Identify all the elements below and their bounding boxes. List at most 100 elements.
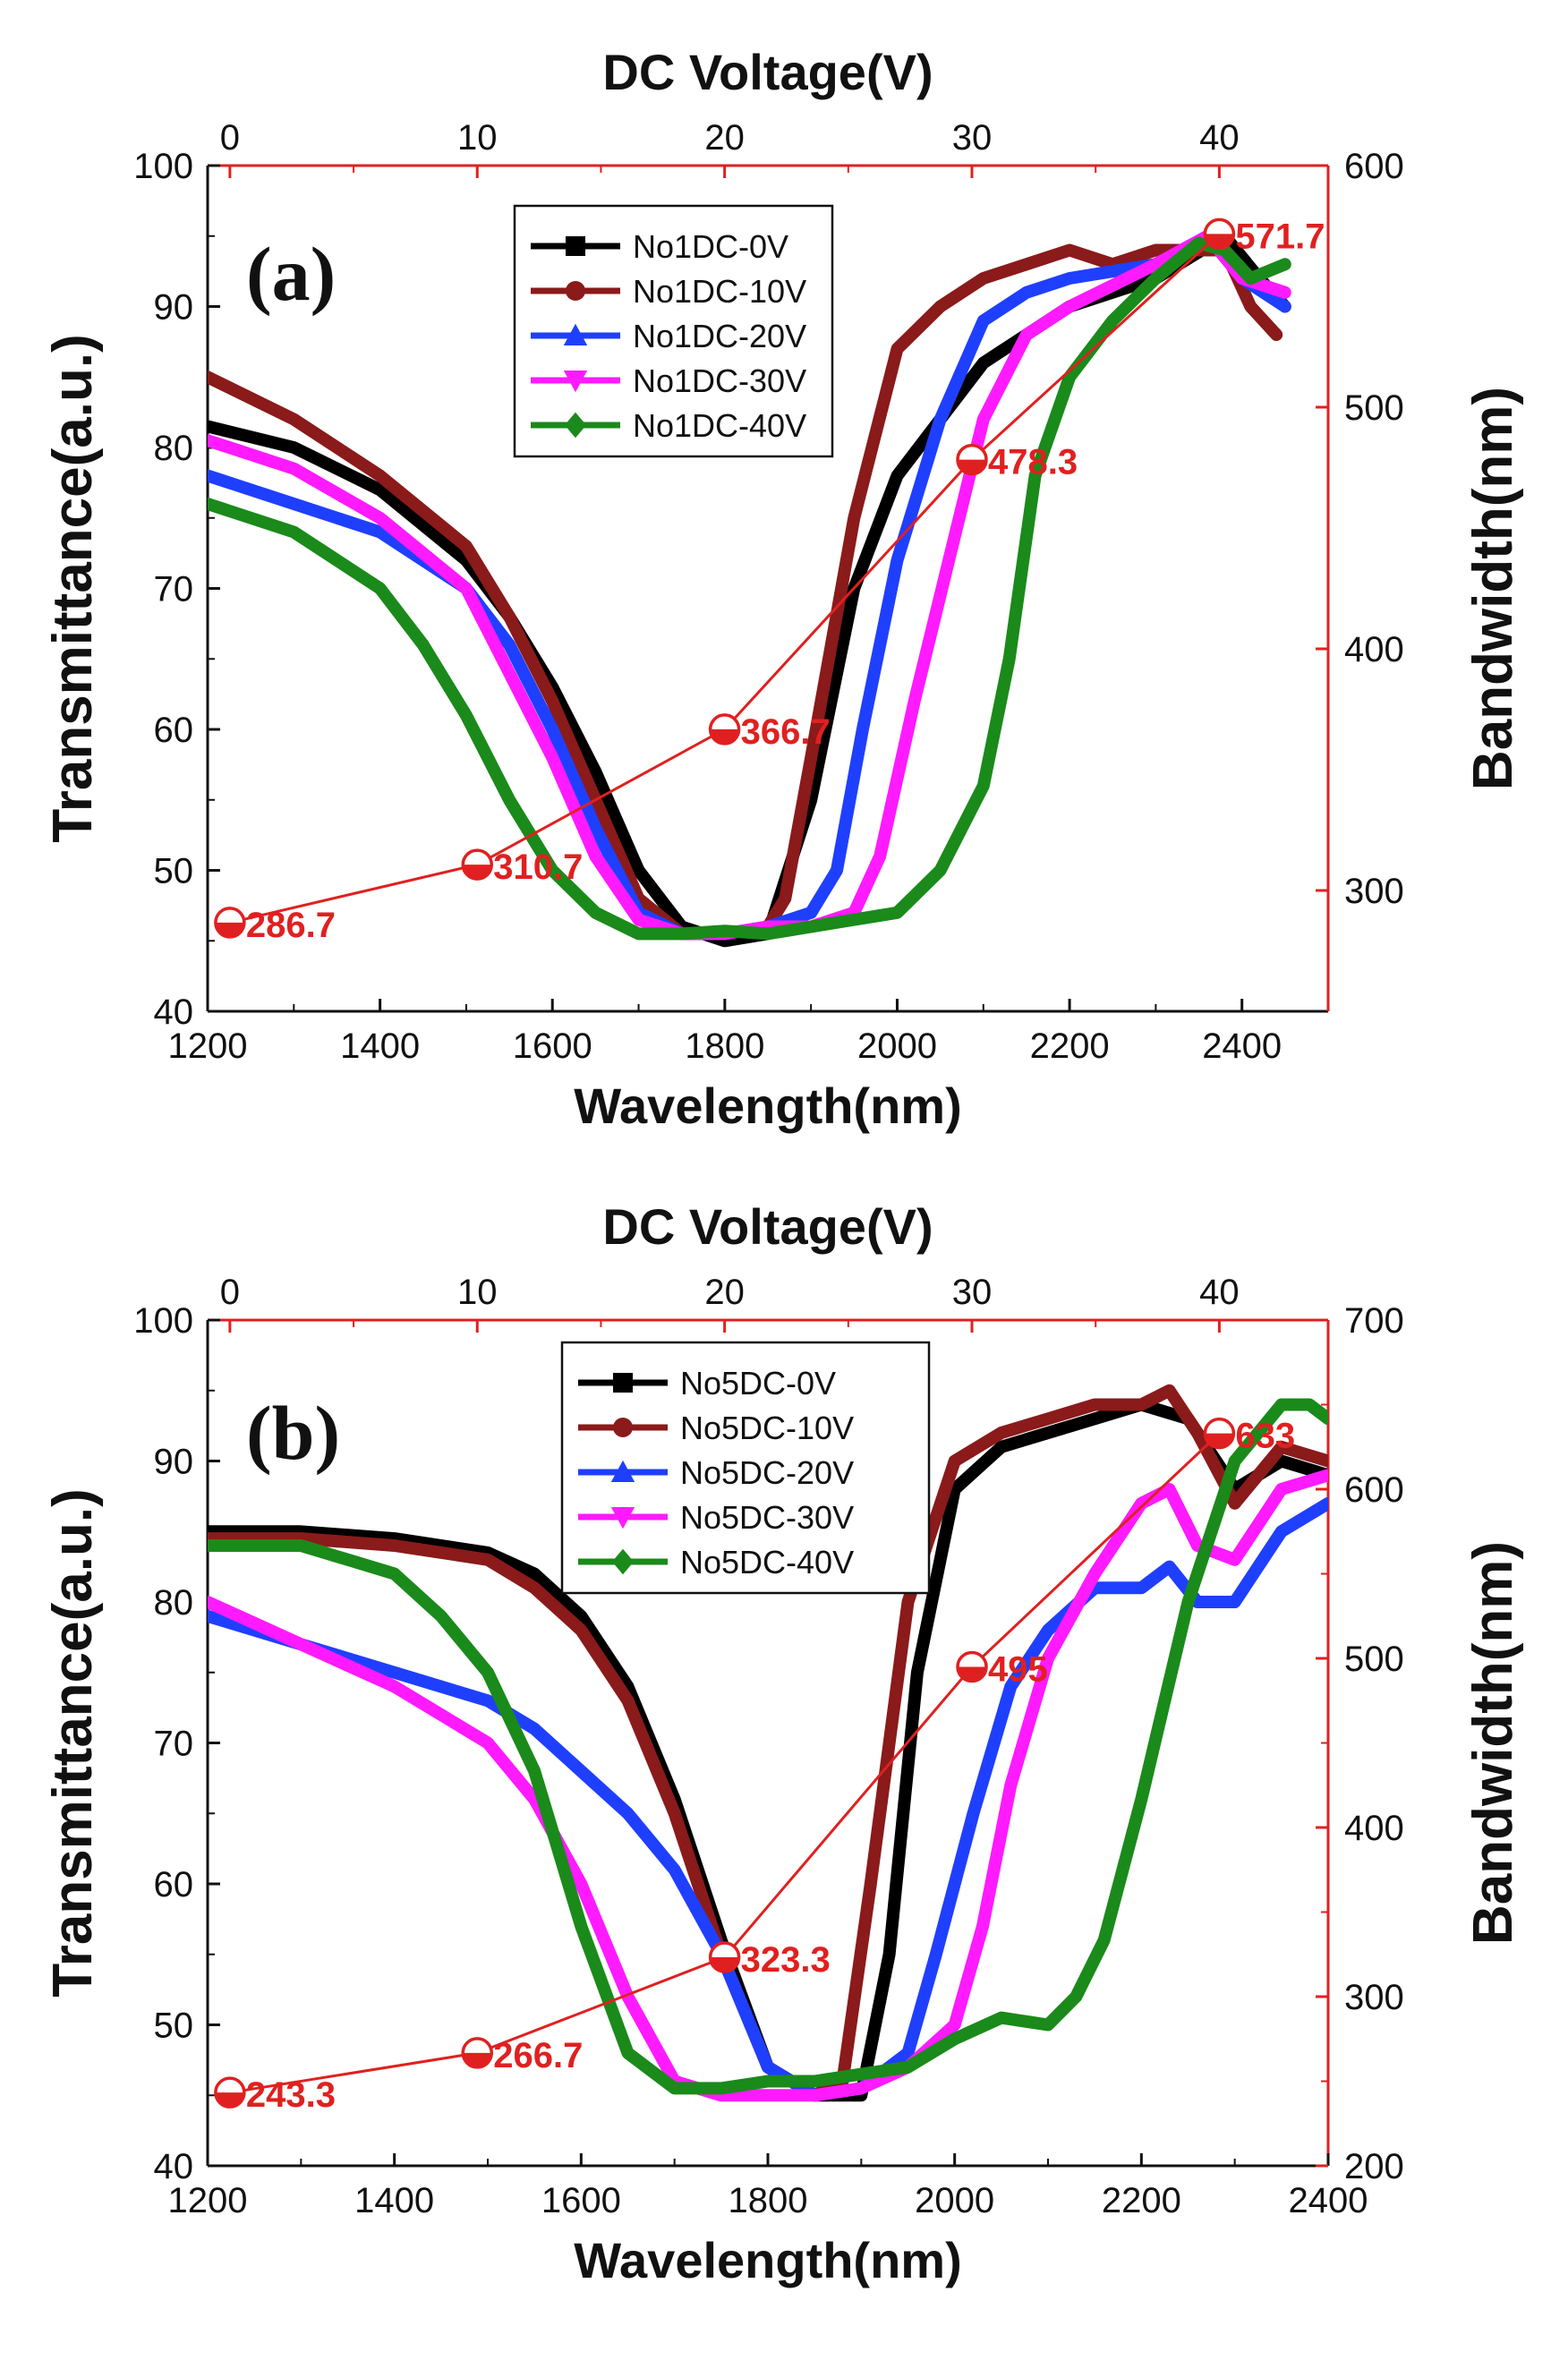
bandwidth-series: 243.3 266.7 323.3 495 633 xyxy=(214,1417,1295,2115)
y-tick-label: 40 xyxy=(154,2147,194,2186)
x-tick-label: 1800 xyxy=(685,1027,764,1066)
y-tick-label: 100 xyxy=(133,1301,193,1341)
series-line xyxy=(208,1398,1328,2095)
series-No5DC-10V xyxy=(208,1384,1328,2102)
x2-tick-label: 40 xyxy=(1199,1273,1240,1312)
series-line xyxy=(208,236,1291,941)
y2-tick-label: 200 xyxy=(1344,2147,1404,2186)
x2-tick-label: 10 xyxy=(457,1273,498,1312)
x-tick-label: 2400 xyxy=(1289,2181,1368,2220)
bandwidth-marker-half xyxy=(215,922,244,937)
x-tick-label: 2200 xyxy=(1030,1027,1110,1066)
y-tick-label: 60 xyxy=(154,1865,194,1904)
y-tick-label: 90 xyxy=(154,288,194,328)
x2-tick-label: 0 xyxy=(220,118,240,158)
bandwidth-label: 478.3 xyxy=(988,443,1078,482)
bandwidth-label: 243.3 xyxy=(246,2075,336,2115)
y2-tick-label: 400 xyxy=(1344,630,1404,669)
y-tick-label: 80 xyxy=(154,1583,194,1623)
y2-tick-label: 500 xyxy=(1344,388,1404,428)
x2-axis-title: DC Voltage(V) xyxy=(602,44,933,100)
y2-tick-label: 300 xyxy=(1344,872,1404,911)
x-tick-label: 1600 xyxy=(541,2181,621,2220)
series-No1DC-10V xyxy=(208,243,1283,941)
y-tick-label: 100 xyxy=(133,147,193,186)
x-tick-label: 1400 xyxy=(354,2181,434,2220)
bandwidth-series: 286.7 310.7 366.7 478.3 571.7 xyxy=(214,217,1325,945)
x2-axis-title: DC Voltage(V) xyxy=(602,1198,933,1255)
x2-tick-label: 10 xyxy=(457,118,498,158)
y-tick-label: 60 xyxy=(154,711,194,750)
legend-swatch-marker xyxy=(566,236,585,256)
series-line xyxy=(208,229,1291,941)
legend-swatch-marker xyxy=(610,1460,635,1482)
bandwidth-label: 633 xyxy=(1235,1417,1295,1456)
x-tick-label: 1600 xyxy=(513,1027,592,1066)
panel-b: 1200 1400 1600 1800 2000 2200 2400405060708090… xyxy=(42,1198,1524,2288)
series-No5DC-0V xyxy=(208,1398,1328,2102)
legend-swatch-marker xyxy=(564,412,587,439)
y-tick-label: 40 xyxy=(154,993,194,1032)
bandwidth-label: 495 xyxy=(988,1649,1048,1689)
x2-tick-label: 40 xyxy=(1199,118,1240,158)
y2-axis-title: Bandwidth(nm) xyxy=(1462,387,1524,790)
legend-swatch-marker xyxy=(613,1418,633,1437)
x2-tick-label: 30 xyxy=(952,118,993,158)
y-tick-label: 80 xyxy=(154,429,194,468)
panel-label: (b) xyxy=(246,1390,340,1476)
bandwidth-marker-half xyxy=(1205,1433,1234,1448)
legend-item: No5DC-20V xyxy=(578,1454,854,1491)
bandwidth-marker-half xyxy=(1205,234,1234,249)
y2-tick-label: 600 xyxy=(1344,147,1404,186)
legend: No5DC-0V No5DC-10V No5DC-20V No5DC-30V No5DC… xyxy=(560,1341,931,1595)
y-axis-title: Transmittance(a.u.) xyxy=(42,1488,104,1997)
legend-label: No5DC-10V xyxy=(680,1410,854,1446)
series-line xyxy=(208,1398,1328,2102)
legend-swatch-marker xyxy=(566,281,585,301)
y2-tick-label: 400 xyxy=(1344,1809,1404,1848)
panel-a: 1200 1400 1600 1800 2000 2200 2400 40 50 60 70 80 90… xyxy=(42,44,1524,1134)
series-No1DC-40V xyxy=(208,236,1291,941)
legend-item: No5DC-0V xyxy=(578,1365,836,1402)
bandwidth-label: 266.7 xyxy=(493,2036,583,2075)
x-tick-label: 1200 xyxy=(168,2181,248,2220)
bandwidth-label: 286.7 xyxy=(246,906,336,945)
legend-item: No5DC-10V xyxy=(578,1410,854,1446)
y2-axis-title: Bandwidth(nm) xyxy=(1462,1541,1524,1945)
y-tick-label: 50 xyxy=(154,852,194,891)
bandwidth-marker-half xyxy=(710,728,739,744)
x-tick-label: 1800 xyxy=(729,2181,808,2220)
y2-tick-label: 600 xyxy=(1344,1470,1404,1510)
panel-label: (a) xyxy=(246,231,336,317)
legend-item: No5DC-40V xyxy=(578,1544,854,1580)
series-No5DC-30V xyxy=(208,1469,1328,2102)
bandwidth-label: 310.7 xyxy=(493,848,583,887)
y-tick-label: 70 xyxy=(154,1725,194,1764)
legend-swatch-marker xyxy=(611,1548,635,1575)
x-axis-title: Wavelength(nm) xyxy=(574,1078,961,1134)
legend-label: No1DC-20V xyxy=(633,318,806,354)
x-tick-label: 2000 xyxy=(915,2181,994,2220)
x-tick-label: 2400 xyxy=(1202,1027,1282,1066)
legend-item: No1DC-10V xyxy=(531,273,806,310)
series-line xyxy=(208,1469,1328,2102)
legend-label: No5DC-20V xyxy=(680,1454,854,1491)
legend-item: No1DC-40V xyxy=(531,407,806,444)
legend-label: No1DC-30V xyxy=(633,362,806,399)
x2-tick-label: 20 xyxy=(704,1273,745,1312)
bandwidth-marker-half xyxy=(463,865,492,880)
legend-item: No1DC-0V xyxy=(531,228,788,265)
x2-tick-label: 0 xyxy=(220,1273,240,1312)
y-axis-title: Transmittance(a.u.) xyxy=(42,334,104,842)
legend-swatch-marker xyxy=(563,371,588,393)
legend-item: No1DC-30V xyxy=(531,362,806,399)
y2-tick-label: 500 xyxy=(1344,1640,1404,1679)
legend-swatch-marker xyxy=(610,1507,635,1529)
x-tick-label: 1200 xyxy=(168,1027,248,1066)
bandwidth-label: 366.7 xyxy=(741,712,831,752)
y-tick-label: 50 xyxy=(154,2006,194,2046)
y2-tick-label: 300 xyxy=(1344,1978,1404,2017)
bandwidth-marker-half xyxy=(463,2052,492,2067)
